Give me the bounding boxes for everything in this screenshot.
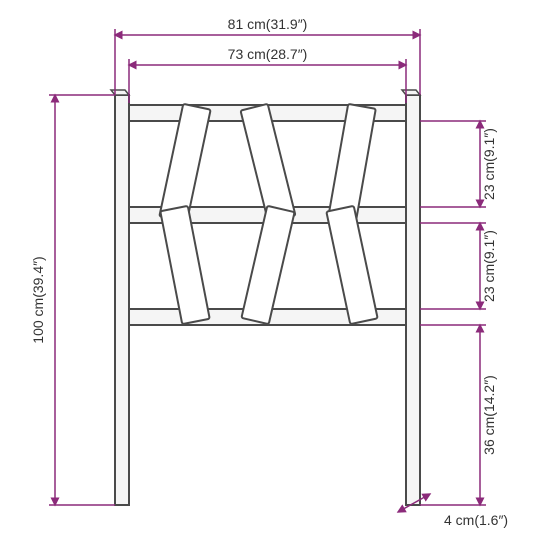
- depth-face: [402, 90, 420, 95]
- right-post: [406, 95, 420, 505]
- dimension-diagram: 81 cm(31.9″) 73 cm(28.7″) 100 cm(39.4″) 23 …: [0, 0, 550, 550]
- label-depth: 4 cm(1.6″): [444, 512, 508, 528]
- label-leg-section: 36 cm(14.2″): [481, 375, 497, 455]
- label-mid-section: 23 cm(9.1″): [481, 230, 497, 302]
- label-upper-section: 23 cm(9.1″): [481, 128, 497, 200]
- left-post: [115, 95, 129, 505]
- label-overall-height: 100 cm(39.4″): [30, 256, 46, 343]
- label-inner-width: 73 cm(28.7″): [228, 46, 308, 62]
- label-overall-width: 81 cm(31.9″): [228, 16, 308, 32]
